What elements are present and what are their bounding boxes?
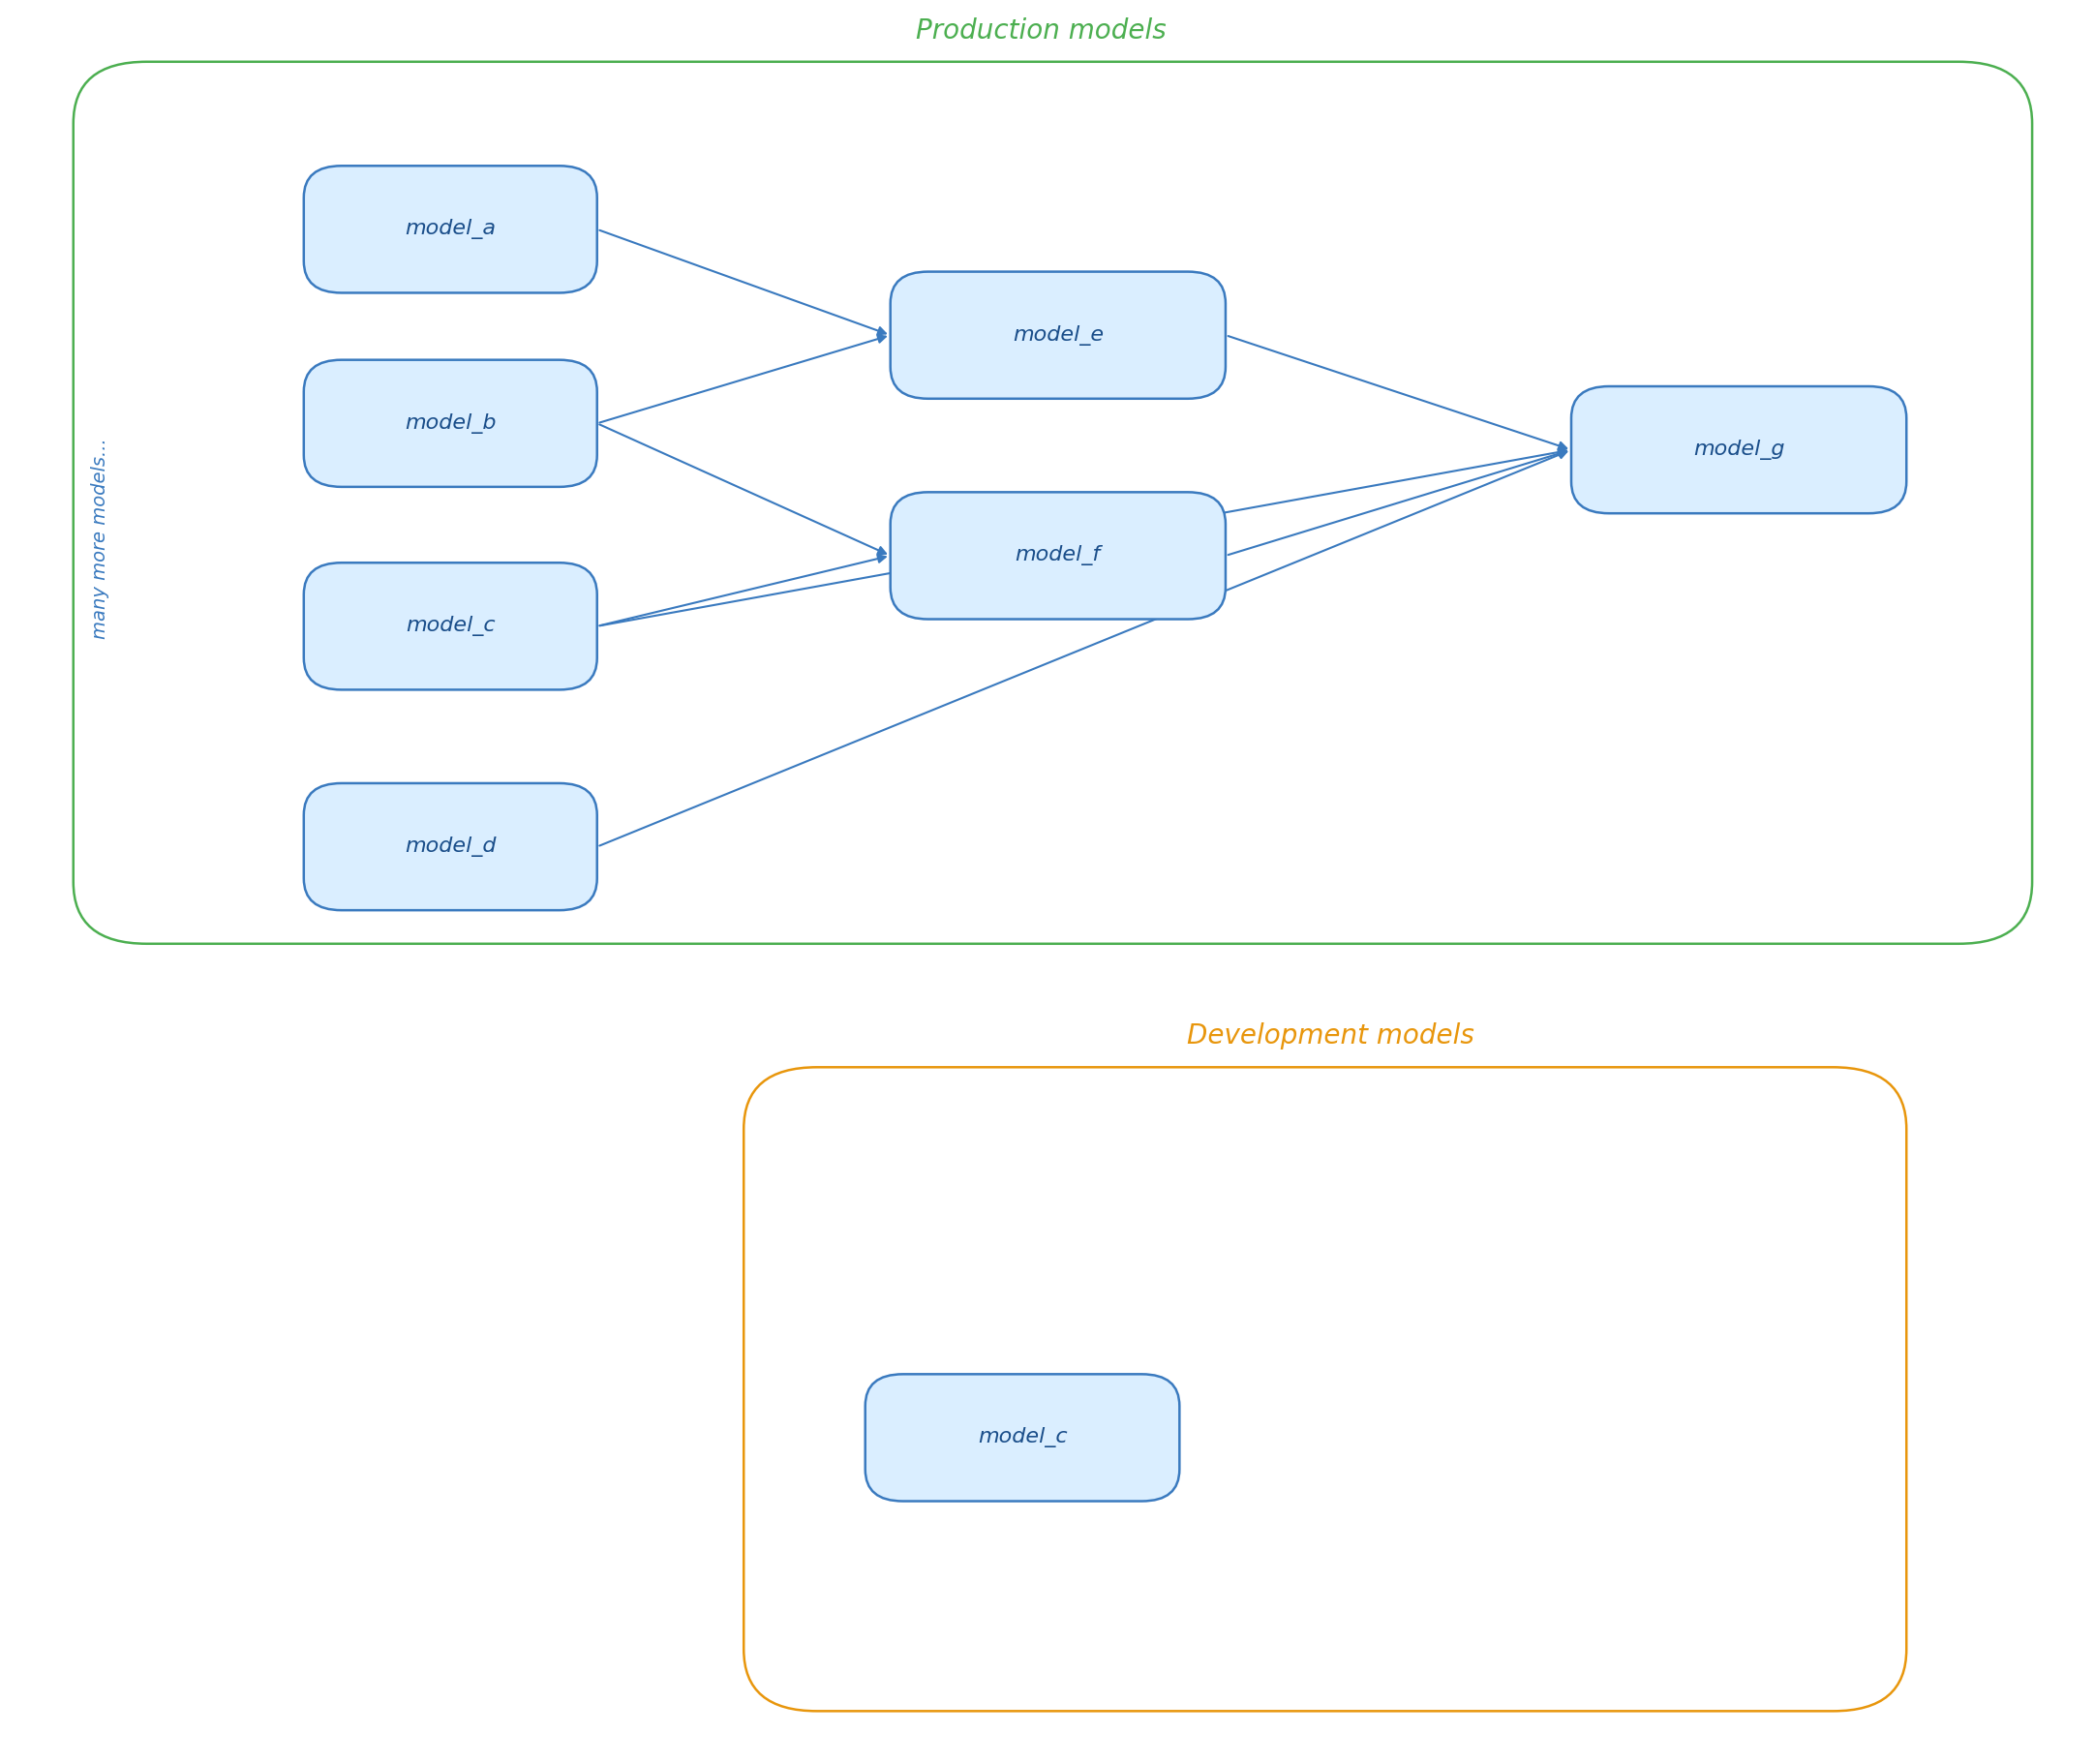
Text: model_c: model_c bbox=[406, 616, 494, 637]
Text: model_d: model_d bbox=[404, 836, 497, 857]
Text: model_c: model_c bbox=[978, 1427, 1066, 1448]
FancyBboxPatch shape bbox=[73, 62, 2032, 944]
Text: model_a: model_a bbox=[404, 219, 497, 240]
Text: Production models: Production models bbox=[916, 18, 1167, 44]
FancyBboxPatch shape bbox=[744, 1067, 1906, 1711]
Text: model_b: model_b bbox=[404, 413, 497, 434]
Text: many more models...: many more models... bbox=[92, 437, 109, 639]
FancyBboxPatch shape bbox=[865, 1374, 1179, 1501]
Text: model_g: model_g bbox=[1693, 439, 1785, 460]
Text: model_f: model_f bbox=[1016, 545, 1100, 566]
FancyBboxPatch shape bbox=[890, 272, 1226, 399]
FancyBboxPatch shape bbox=[1571, 386, 1906, 513]
FancyBboxPatch shape bbox=[890, 492, 1226, 619]
FancyBboxPatch shape bbox=[304, 563, 597, 690]
Text: model_e: model_e bbox=[1012, 325, 1104, 346]
FancyBboxPatch shape bbox=[304, 166, 597, 293]
FancyBboxPatch shape bbox=[304, 783, 597, 910]
FancyBboxPatch shape bbox=[304, 360, 597, 487]
Text: Development models: Development models bbox=[1186, 1023, 1475, 1050]
